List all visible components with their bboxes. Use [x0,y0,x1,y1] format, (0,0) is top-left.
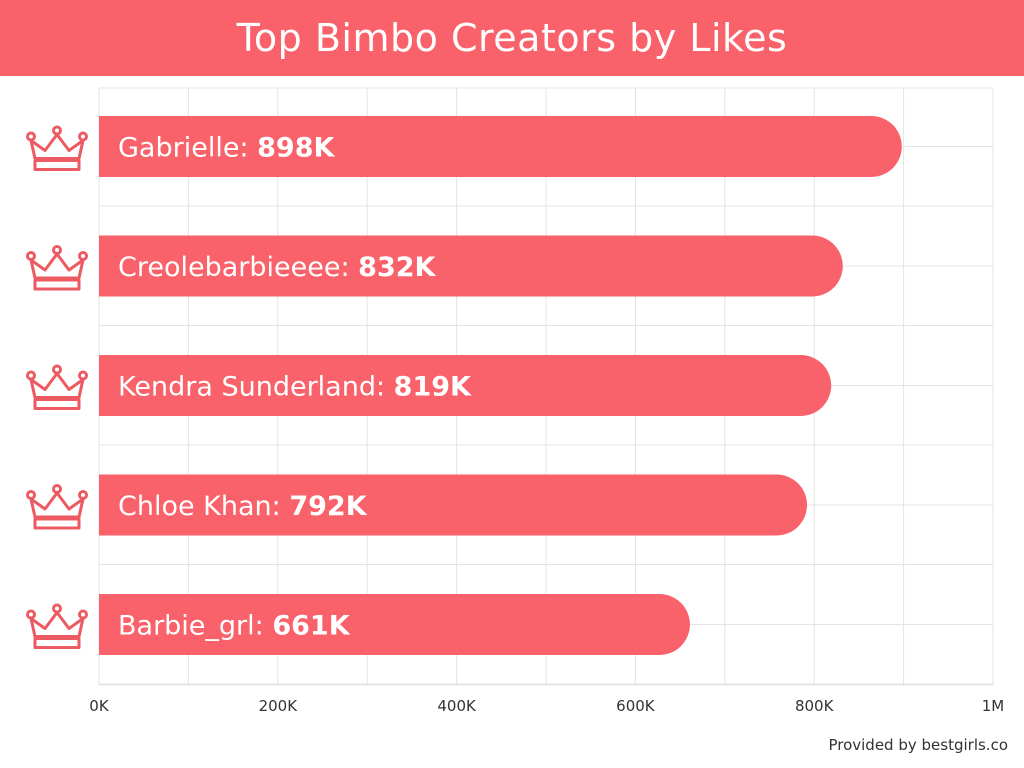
bar [99,235,843,297]
bar-label: Barbie_grl: 661K [118,611,351,642]
x-tick-label: 1M [982,697,1005,715]
title-banner: Top Bimbo Creators by Likes [0,0,1024,76]
bar [99,116,902,177]
value-label: 661K [272,611,350,642]
crown-icon [26,484,88,530]
bar-label: Creolebarbieeee: 832K [118,252,437,283]
bar-label: Kendra Sunderland: 819K [118,372,472,403]
x-tick-label: 0K [89,697,110,715]
bar-layer [99,116,902,655]
crown-icon [26,603,88,649]
chart-title: Top Bimbo Creators by Likes [236,16,788,60]
bar-label: Gabrielle: 898K [118,133,335,164]
bar [99,355,832,416]
category-label: Kendra Sunderland: [118,372,394,403]
x-tick-label: 200K [259,697,299,715]
icon-layer [26,125,88,649]
value-label: 898K [257,133,335,164]
category-label: Creolebarbieeee: [118,252,358,283]
source-credit: Provided by bestgirls.co [828,736,1008,754]
bar-label: Chloe Khan: 792K [118,491,368,522]
value-label: 792K [289,491,367,522]
bar [99,474,808,536]
x-tick-label: 400K [437,697,477,715]
value-label: 832K [358,252,436,283]
category-label: Gabrielle: [118,133,257,164]
value-label: 819K [394,372,472,403]
crown-icon [26,125,88,171]
category-label: Chloe Khan: [118,491,289,522]
x-tick-label: 800K [795,697,835,715]
bar [99,594,690,655]
x-tick-label: 600K [616,697,656,715]
label-layer: Gabrielle: 898K Creolebarbieeee: 832K Kend… [118,133,472,642]
crown-icon [26,245,88,291]
tick-layer: 0K 200K 400K 600K 800K 1M [89,697,1004,715]
category-label: Barbie_grl: [118,611,272,642]
crown-icon [26,364,88,410]
